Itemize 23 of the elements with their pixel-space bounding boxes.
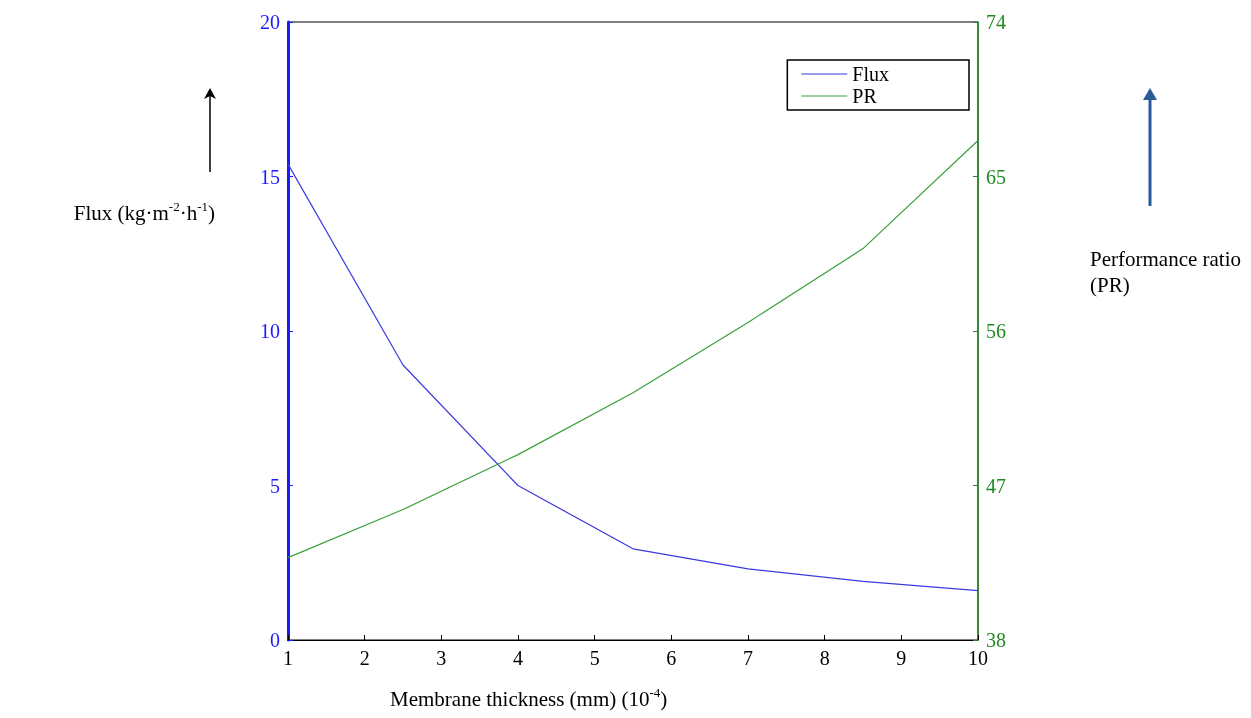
y2-tick-label: 38 bbox=[986, 629, 1006, 651]
y2-tick-label: 47 bbox=[986, 474, 1006, 497]
x-tick-label: 5 bbox=[589, 647, 600, 669]
y-tick-label: 5 bbox=[270, 474, 280, 497]
y-tick-label: 20 bbox=[260, 11, 280, 33]
x-tick-label: 8 bbox=[819, 647, 830, 669]
legend-label: PR bbox=[852, 85, 878, 107]
y2-tick-label: 65 bbox=[986, 165, 1006, 188]
y-tick-label: 0 bbox=[270, 629, 280, 651]
x-tick-label: 3 bbox=[436, 647, 447, 669]
x-tick-label: 4 bbox=[513, 647, 523, 669]
y-tick-label: 10 bbox=[260, 320, 280, 342]
y2-tick-label: 74 bbox=[986, 11, 1006, 33]
x-tick-label: 9 bbox=[896, 647, 907, 669]
x-tick-label: 10 bbox=[968, 647, 988, 669]
x-tick-label: 6 bbox=[666, 647, 677, 669]
x-tick-label: 7 bbox=[743, 647, 753, 669]
y2-axis-title: Performance ratio (PR) bbox=[1090, 246, 1242, 297]
y-tick-label: 15 bbox=[260, 165, 280, 188]
y2-tick-label: 56 bbox=[986, 320, 1006, 342]
legend-label: Flux bbox=[852, 63, 890, 85]
x-tick-label: 2 bbox=[359, 647, 370, 669]
x-tick-label: 1 bbox=[283, 647, 293, 669]
